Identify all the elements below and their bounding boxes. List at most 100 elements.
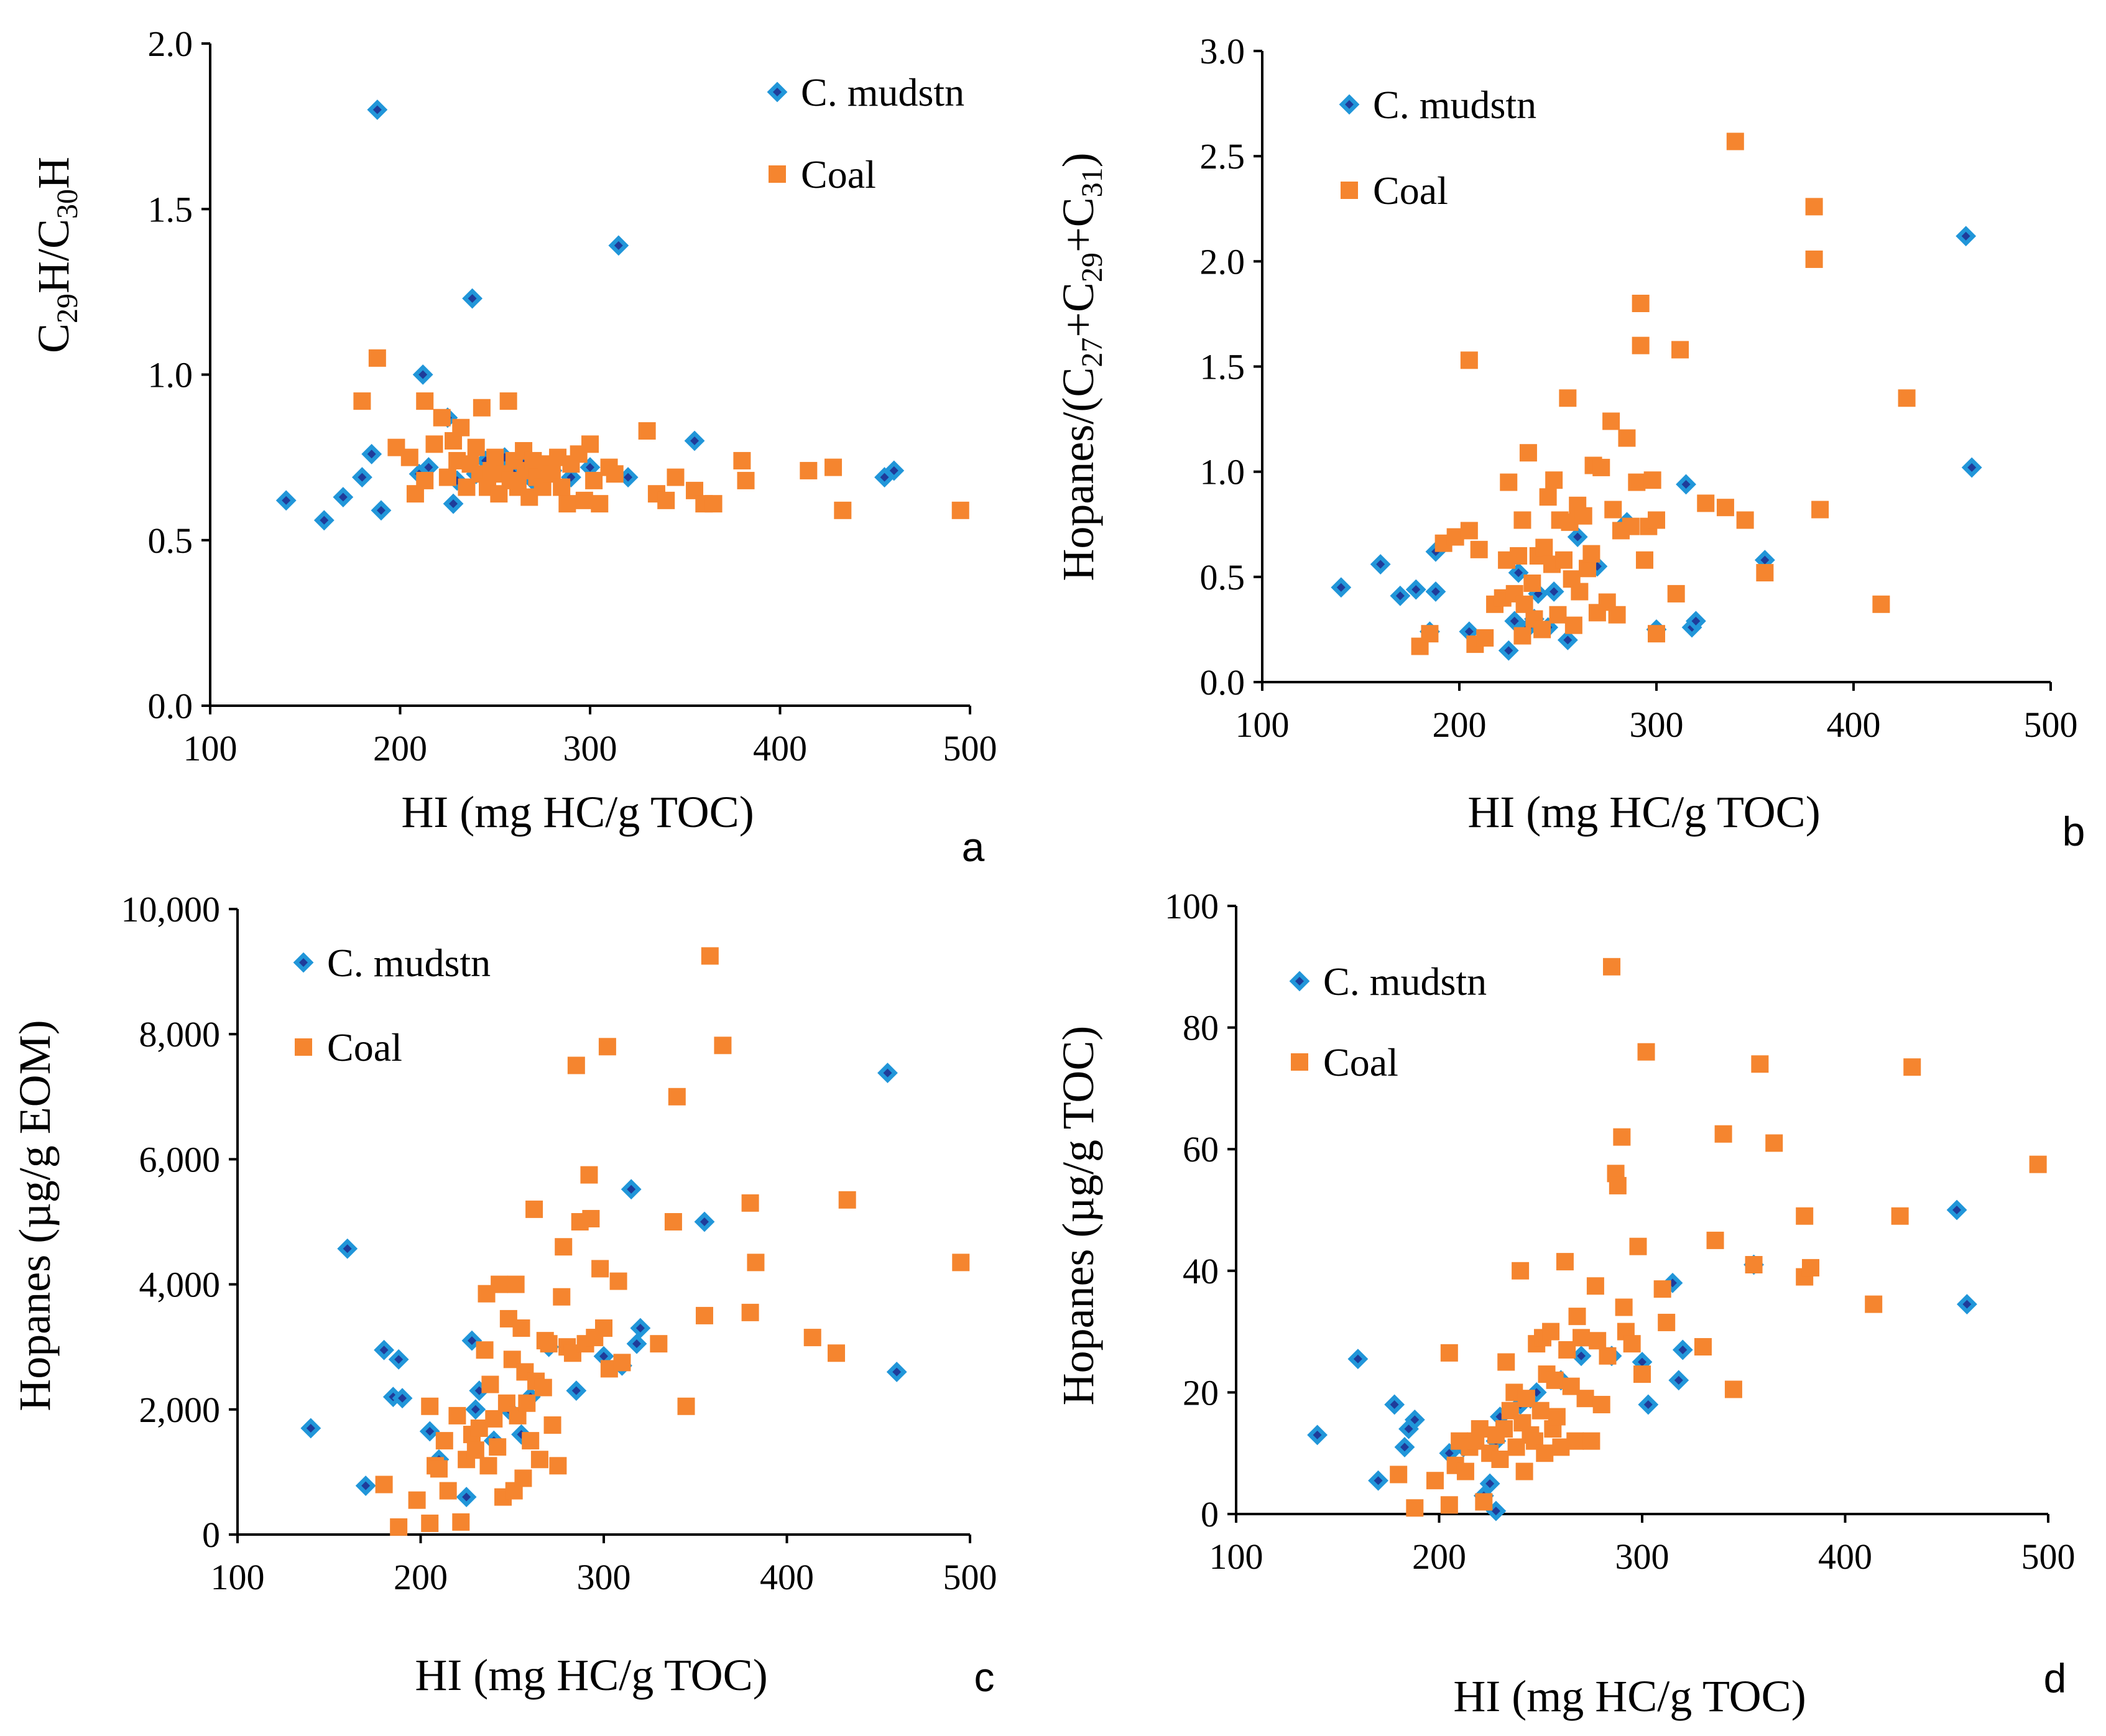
coal-point [1536,1444,1554,1462]
coal-point [664,1213,682,1230]
coal-point [543,1416,561,1434]
y-tick-label: 2.0 [1200,241,1245,282]
x-tick-label: 300 [1630,704,1684,745]
coal-point [1586,1277,1604,1295]
mudstone-point [361,443,382,464]
coal-point [741,1303,759,1321]
y-tick-label: 1.5 [148,189,193,229]
coal-point [1491,1450,1509,1468]
coal-point [466,1441,484,1459]
coal-point [1568,1308,1586,1326]
coal-point [581,435,599,453]
coal-point [368,349,386,367]
coal-point [575,491,593,509]
mudstone-point [1404,1409,1425,1430]
mudstone-point [465,1399,486,1420]
coal-point [1805,198,1823,216]
coal-point [701,947,719,965]
x-tick-label: 300 [577,1557,631,1597]
mudstone-point [371,500,392,521]
coal-point [1542,1323,1560,1341]
coal-point [1658,1313,1676,1331]
y-tick-label: 0.5 [148,520,193,561]
panel-label: a [962,824,985,870]
coal-point [747,1254,765,1272]
coal-point [1559,389,1577,407]
coal-point [1440,1344,1458,1362]
mudstone-point [1672,1339,1693,1360]
coal-point [1811,501,1829,519]
coal-point [1618,429,1636,447]
coal-point [677,1397,695,1415]
coal-point [1716,499,1734,517]
mudstone-point [443,493,464,514]
coal-point [1574,507,1592,525]
x-tick-label: 300 [563,728,617,769]
coal-point [473,399,491,417]
mudstone-point [608,235,629,256]
coal-point [591,1260,609,1278]
coal-point [580,1166,598,1184]
coal-point [1566,1432,1584,1450]
coal-point [540,1335,558,1353]
coal-point [657,491,675,509]
coal-point [512,1319,530,1337]
coal-point [1637,1043,1655,1061]
x-tick-label: 100 [1235,704,1290,745]
coal-point [416,392,434,410]
legend-coal-label: Coal [801,152,876,196]
coal-point [1602,412,1620,430]
coal-point [834,501,852,519]
legend-coal-label: Coal [1323,1040,1398,1084]
mudstone-point [1368,1470,1388,1491]
legend-coal-marker [295,1038,312,1056]
mudstone-point [456,1487,477,1508]
y-tick-label: 40 [1183,1251,1219,1291]
mudstone-point [1543,581,1564,602]
x-tick-label: 400 [1827,704,1881,745]
legend-coal-label: Coal [1373,169,1448,213]
mudstone-point [694,1211,715,1232]
coal-point [582,1209,600,1227]
mudstone-point [1956,1294,1977,1315]
mudstone-point [333,487,354,507]
mudstone-point [1571,1346,1592,1367]
coal-point [1604,501,1622,519]
coal-point [1460,351,1478,369]
legend: C. mudstn Coal [1289,959,1487,1084]
coal-point [1406,1499,1424,1517]
coal-point [1756,564,1774,582]
mudstone-point [313,510,335,531]
panel-b-ylabel: Hopanes/(C27+C29+C31) [1053,152,1109,581]
x-axis-title: HI (mg HC/g TOC) [1467,787,1820,837]
coal-point [375,1475,393,1494]
coal-point [400,448,418,466]
coal-point [433,409,451,427]
mudstone-point [626,1333,647,1354]
coal-point [353,392,371,410]
mudstone-point [1390,585,1411,606]
coal-point [1603,958,1621,976]
mudstone-point [1685,611,1706,632]
y-tick-label: 3.0 [1200,31,1245,72]
panel-label: c [974,1654,995,1700]
coal-point [486,448,504,466]
legend-mudstone-marker [293,952,314,973]
y-tick-label: 8,000 [139,1014,221,1055]
coal-point [609,1272,627,1290]
coal-point [1426,1472,1444,1490]
y-tick-label: 1.0 [1200,452,1245,492]
coal-point [438,468,456,486]
coal-point [1556,1253,1574,1271]
mudstone-point [1668,1370,1689,1391]
y-tick-label: 1.0 [148,355,193,395]
coal-point [1510,547,1528,565]
coal-point [1751,1055,1769,1073]
coal-point [534,1378,552,1397]
coal-point [1801,1258,1819,1277]
coal-point [1633,1365,1651,1383]
legend-mudstone-label: C. mudstn [801,70,964,114]
mudstone-point [355,1475,376,1496]
mudstone-point [1370,554,1391,575]
